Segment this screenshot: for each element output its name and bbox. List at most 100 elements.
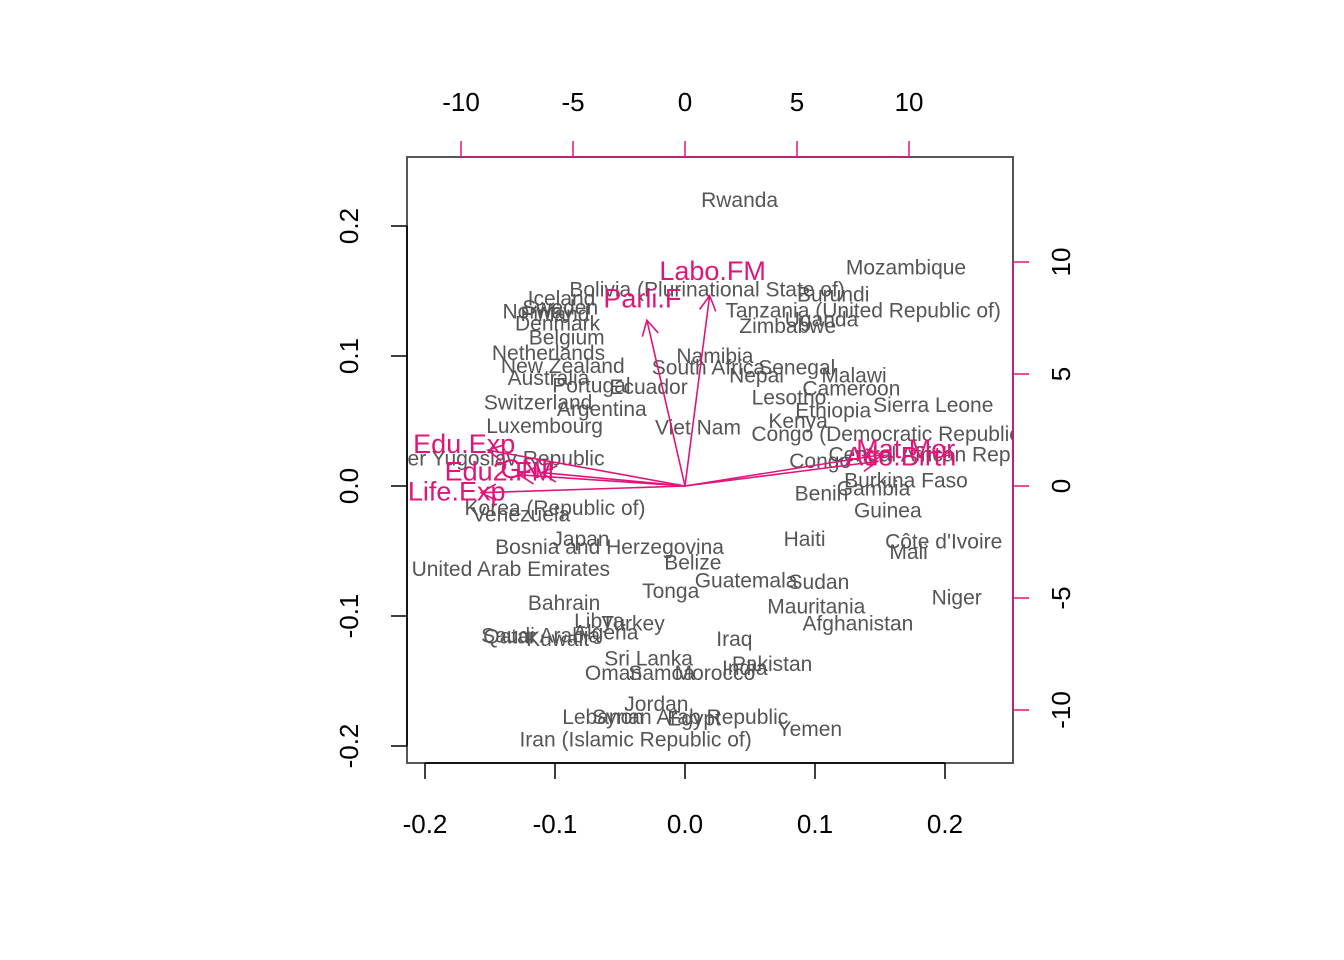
left-axis-tick-label: -0.2 bbox=[334, 724, 364, 769]
point-label: Switzerland bbox=[484, 392, 593, 415]
top-axis-tick-label: 0 bbox=[678, 87, 692, 117]
point-label: Nepal bbox=[729, 364, 784, 387]
loading-arrow-head bbox=[486, 444, 505, 462]
top-axis-tick-label: -5 bbox=[561, 87, 584, 117]
loading-arrow-head bbox=[517, 466, 536, 485]
point-label: Argentina bbox=[557, 398, 647, 421]
point-label: Uganda bbox=[785, 308, 859, 331]
loading-arrow-head bbox=[861, 454, 880, 472]
bottom-axis-tick-label: -0.2 bbox=[403, 809, 448, 839]
right-axis-tick-label: -10 bbox=[1046, 691, 1076, 729]
point-label: Tonga bbox=[642, 580, 700, 603]
point-label: Haiti bbox=[784, 528, 826, 551]
top-axis-tick-label: 10 bbox=[895, 87, 924, 117]
right-axis-tick-label: 5 bbox=[1046, 367, 1076, 381]
point-label: Algeria bbox=[573, 622, 639, 645]
top-axis-tick-label: -10 bbox=[442, 87, 480, 117]
loading-arrow-label: Parli.F bbox=[603, 283, 681, 313]
point-label: Iceland bbox=[528, 288, 596, 311]
bottom-axis: -0.2 -0.1 0.0 0.1 0.2 bbox=[403, 762, 963, 839]
loading-arrow-line bbox=[684, 460, 878, 487]
bottom-axis-tick-label: 0.1 bbox=[797, 809, 833, 839]
point-label: Sierra Leone bbox=[873, 394, 993, 417]
point-label: Syrian Arab Republic bbox=[592, 706, 788, 729]
loading-arrow-label: GNI bbox=[500, 454, 548, 484]
point-label: Iran (Islamic Republic of) bbox=[519, 728, 751, 751]
point-label: Bolivia (Plurinational State of) bbox=[569, 279, 844, 302]
point-label: Belgium bbox=[529, 327, 605, 350]
point-label: Korea (Republic of) bbox=[465, 497, 646, 520]
bottom-axis-tick-label: 0.2 bbox=[927, 809, 963, 839]
point-label: Jordan bbox=[624, 693, 688, 716]
point-label: Yemen bbox=[777, 718, 842, 741]
loading-arrow-label: Ado.Birth bbox=[845, 442, 956, 472]
right-axis: -10 -5 0 5 10 bbox=[1012, 248, 1076, 729]
loading-arrow-label: Edu.Exp bbox=[413, 429, 515, 459]
point-label: Japan bbox=[552, 528, 609, 551]
point-label: Mozambique bbox=[846, 256, 966, 279]
top-axis: -10 -5 0 5 10 bbox=[442, 87, 924, 158]
right-axis-tick-label: 10 bbox=[1046, 248, 1076, 277]
bottom-axis-tick-label: 0.0 bbox=[667, 809, 703, 839]
loading-arrow-line bbox=[541, 471, 686, 487]
point-label: Mali bbox=[889, 541, 928, 564]
point-label: Niger bbox=[932, 587, 982, 610]
point-label: Zimbabwe bbox=[739, 315, 836, 338]
loading-arrow-line bbox=[684, 453, 883, 487]
point-label: Mauritania bbox=[767, 596, 865, 619]
point-label: Cameroon bbox=[802, 377, 900, 400]
left-axis-tick-label: 0.2 bbox=[334, 208, 364, 244]
top-axis-tick-label: 5 bbox=[790, 87, 804, 117]
point-label: Burkina Faso bbox=[844, 470, 968, 493]
point-label: Tanzania (United Republic of) bbox=[725, 299, 1000, 322]
point-label: Netherlands bbox=[492, 342, 605, 365]
point-label: Guinea bbox=[854, 500, 922, 523]
point-label: Egypt bbox=[667, 708, 721, 731]
point-label: Libya bbox=[574, 610, 625, 633]
point-label: Kuwait bbox=[526, 628, 589, 651]
point-label: Saudi Arabia bbox=[481, 624, 600, 647]
loading-arrow-head bbox=[698, 293, 717, 312]
loading-arrow-label: Edu2.FM bbox=[445, 457, 555, 487]
point-label: Namibia bbox=[676, 345, 753, 368]
left-axis: -0.2 -0.1 0.0 0.1 0.2 bbox=[334, 208, 408, 769]
point-label: United Arab Emirates bbox=[412, 558, 610, 581]
point-label: Kenya bbox=[768, 410, 828, 433]
point-label: Sweden bbox=[522, 297, 598, 320]
point-label: Ethiopia bbox=[795, 399, 871, 422]
point-label: Denmark bbox=[515, 312, 601, 335]
point-label: Sudan bbox=[789, 571, 850, 594]
point-label: Iraq bbox=[716, 628, 752, 651]
point-label: Lebanon bbox=[562, 706, 644, 729]
loading-arrow-label: Life.Exp bbox=[408, 477, 506, 507]
loading-arrow-line bbox=[684, 295, 711, 487]
point-label: Congo (Democratic Republic) bbox=[751, 423, 1026, 446]
point-label: Norway bbox=[503, 301, 575, 324]
point-label: The former Yugoslav Republic bbox=[324, 448, 605, 471]
point-label: Belize bbox=[664, 552, 721, 575]
point-label: Benin bbox=[795, 483, 849, 506]
point-label: Portugal bbox=[552, 375, 630, 398]
point-label: Burundi bbox=[797, 284, 869, 307]
point-label: Senegal bbox=[758, 357, 835, 380]
point-label: Australia bbox=[508, 367, 590, 390]
point-label: Oman bbox=[585, 662, 642, 685]
right-axis-tick-label: -5 bbox=[1046, 586, 1076, 609]
point-label: Côte d'Ivoire bbox=[885, 531, 1002, 554]
loading-arrow-line bbox=[487, 449, 686, 487]
bottom-axis-tick-label: -0.1 bbox=[533, 809, 578, 839]
point-label: South Africa bbox=[652, 357, 766, 380]
point-label: Malawi bbox=[821, 364, 886, 387]
loading-arrow-label: Labo.FM bbox=[659, 256, 766, 286]
left-axis-tick-label: 0.1 bbox=[334, 338, 364, 374]
point-label: Gambia bbox=[837, 477, 911, 500]
point-label: Ecuador bbox=[609, 376, 687, 399]
point-label: Samoa bbox=[628, 662, 695, 685]
loading-arrow-head bbox=[641, 318, 659, 337]
point-label: Guatemala bbox=[695, 570, 798, 593]
loading-arrow-line bbox=[646, 320, 686, 487]
point-label: Luxembourg bbox=[486, 415, 603, 438]
